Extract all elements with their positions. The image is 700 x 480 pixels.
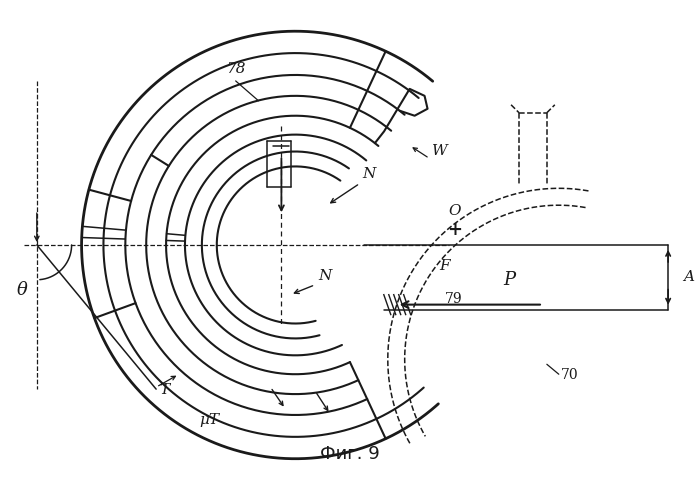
- Text: N: N: [362, 168, 375, 181]
- Text: O: O: [448, 204, 461, 218]
- Text: Фиг. 9: Фиг. 9: [320, 445, 380, 463]
- Text: P: P: [503, 271, 515, 289]
- Text: 78: 78: [225, 62, 245, 76]
- Text: θ: θ: [17, 281, 27, 299]
- Text: +: +: [447, 221, 462, 239]
- Text: N: N: [318, 269, 332, 283]
- Text: μT: μT: [199, 413, 219, 427]
- Text: A: A: [683, 270, 694, 284]
- Text: 79: 79: [444, 292, 462, 306]
- Text: 70: 70: [561, 368, 578, 382]
- Text: T: T: [159, 383, 169, 397]
- Text: F: F: [439, 259, 450, 273]
- Text: W: W: [431, 144, 447, 158]
